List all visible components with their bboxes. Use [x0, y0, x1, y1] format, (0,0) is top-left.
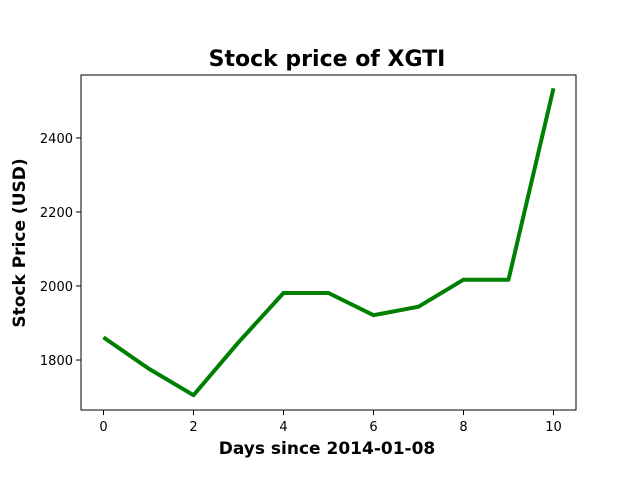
y-tick-label: 2200: [40, 206, 73, 221]
y-tick-label: 2000: [40, 280, 73, 295]
x-axis-label: Days since 2014-01-08: [219, 439, 436, 459]
x-tick-label: 8: [459, 420, 467, 435]
chart-title: Stock price of XGTI: [209, 47, 446, 72]
axis-ticks: 0 2 4 6 8 10 1800 2000 2200 2400: [40, 132, 562, 435]
y-tick-label: 1800: [40, 354, 73, 369]
plot-frame: [80, 74, 577, 411]
x-tick-label: 6: [369, 420, 377, 435]
y-axis-label: Stock Price (USD): [10, 158, 30, 327]
plot-area: [80, 74, 577, 411]
x-tick-label: 4: [279, 420, 287, 435]
x-tick-label: 2: [189, 420, 197, 435]
series-line-0: [102, 87, 556, 398]
x-tick-label: 0: [99, 420, 107, 435]
x-tick-label: 10: [545, 420, 562, 435]
y-tick-label: 2400: [40, 132, 73, 147]
